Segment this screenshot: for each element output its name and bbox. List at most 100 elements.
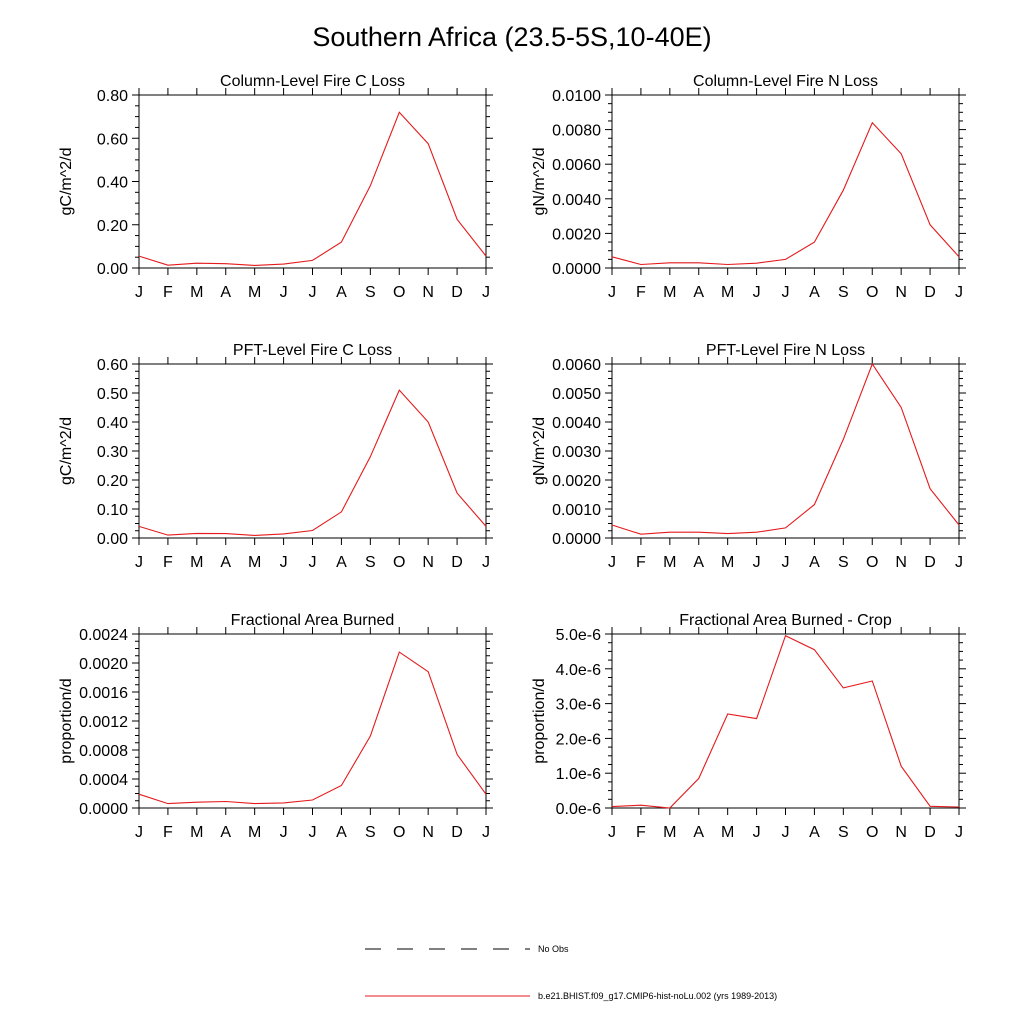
x-tick-label: M: [248, 284, 261, 301]
y-tick-label: 0.0000: [79, 801, 128, 818]
plot-frame: [138, 363, 487, 539]
x-tick-label: N: [895, 554, 907, 571]
x-tick-label: J: [782, 554, 790, 571]
series-line-1: [611, 121, 960, 266]
series-line-1: [611, 362, 960, 535]
y-tick-label: 0.0020: [79, 656, 128, 673]
x-tick-label: N: [895, 284, 907, 301]
y-tick-label: 0.0004: [79, 772, 128, 789]
y-tick-label: 2.0e-6: [556, 731, 601, 748]
y-tick-label: 4.0e-6: [556, 662, 601, 679]
plot-frame: [611, 94, 960, 269]
x-tick-label: O: [393, 824, 405, 841]
x-tick-label: D: [924, 284, 936, 301]
y-tick-label: 0.20: [97, 473, 128, 490]
x-tick-label: J: [782, 824, 790, 841]
y-tick-label: 0.0020: [552, 226, 601, 243]
x-tick-label: J: [608, 284, 616, 301]
panel-title: Fractional Area Burned - Crop: [679, 612, 892, 629]
y-tick-label: 0.00: [97, 531, 128, 548]
x-tick-label: J: [309, 824, 317, 841]
legend-label-no-obs: No Obs: [538, 944, 569, 954]
x-tick-label: F: [163, 554, 173, 571]
x-tick-label: J: [608, 824, 616, 841]
x-tick-label: F: [636, 284, 646, 301]
x-tick-label: M: [721, 824, 734, 841]
chart-panel-1: J F M A M J J A S O N D J0.000.200.400.600.80Column-…: [58, 73, 493, 301]
y-tick-label: 1.0e-6: [556, 766, 601, 783]
y-tick-label: 0.0060: [552, 157, 601, 174]
x-tick-label: J: [280, 554, 288, 571]
x-tick-label: J: [280, 284, 288, 301]
x-tick-label: A: [220, 554, 231, 571]
x-tick-label: F: [163, 824, 173, 841]
x-tick-label: D: [924, 824, 936, 841]
x-tick-label: J: [135, 554, 143, 571]
y-tick-label: 0.0030: [552, 444, 601, 461]
x-tick-label: S: [365, 284, 376, 301]
x-tick-label: D: [451, 824, 463, 841]
x-tick-label: M: [663, 824, 676, 841]
y-tick-label: 0.0012: [79, 714, 128, 731]
y-tick-label: 3.0e-6: [556, 697, 601, 714]
x-tick-label: M: [248, 824, 261, 841]
y-tick-label: 0.10: [97, 502, 128, 519]
x-tick-label: M: [190, 284, 203, 301]
x-tick-label: S: [838, 284, 849, 301]
x-tick-label: A: [336, 824, 347, 841]
chart-panel-6: J F M A M J J A S O N D J0.0e-61.0e-62.0e-63.0e-64.0…: [531, 612, 966, 841]
y-tick-label: 5.0e-6: [556, 627, 601, 644]
x-tick-label: O: [866, 554, 878, 571]
y-tick-label: 0.60: [97, 131, 128, 148]
x-tick-label: M: [721, 284, 734, 301]
x-tick-label: M: [663, 554, 676, 571]
x-tick-label: A: [220, 284, 231, 301]
x-tick-label: J: [753, 284, 761, 301]
x-tick-label: O: [393, 554, 405, 571]
y-tick-label: 0.0016: [79, 685, 128, 702]
chart-panel-4: J F M A M J J A S O N D J0.00000.00100.00200.00300.0…: [531, 342, 966, 571]
x-tick-label: S: [838, 824, 849, 841]
x-tick-label: S: [365, 824, 376, 841]
x-tick-label: N: [895, 824, 907, 841]
x-tick-label: J: [955, 554, 963, 571]
legend-label-model: b.e21.BHIST.f09_g17.CMIP6-hist-noLu.002 …: [538, 991, 777, 1001]
x-tick-label: A: [693, 824, 704, 841]
y-axis-label: gC/m^2/d: [58, 417, 75, 485]
y-tick-label: 0.0080: [552, 123, 601, 140]
x-tick-label: N: [422, 554, 434, 571]
series-line-1: [138, 651, 487, 805]
x-tick-label: O: [866, 824, 878, 841]
x-tick-label: J: [482, 824, 490, 841]
series-line-1: [138, 389, 487, 536]
y-tick-label: 0.0040: [552, 415, 601, 432]
x-tick-label: N: [422, 824, 434, 841]
x-tick-label: J: [608, 554, 616, 571]
y-tick-label: 0.0020: [552, 473, 601, 490]
x-tick-label: A: [693, 554, 704, 571]
plot-frame: [611, 633, 960, 809]
y-tick-label: 0.0008: [79, 743, 128, 760]
x-tick-label: M: [190, 824, 203, 841]
panel-title: Fractional Area Burned: [231, 612, 395, 629]
x-tick-label: N: [422, 284, 434, 301]
y-axis-label: gN/m^2/d: [531, 417, 548, 485]
x-tick-label: S: [365, 554, 376, 571]
x-tick-label: A: [336, 284, 347, 301]
x-tick-label: J: [482, 284, 490, 301]
y-tick-label: 0.40: [97, 415, 128, 432]
x-tick-label: J: [135, 284, 143, 301]
x-tick-label: M: [190, 554, 203, 571]
series-line-1: [611, 634, 960, 809]
x-tick-label: A: [693, 284, 704, 301]
y-tick-label: 0.40: [97, 175, 128, 192]
panel-title: Column-Level Fire C Loss: [220, 73, 405, 90]
x-tick-label: J: [782, 284, 790, 301]
x-tick-label: F: [636, 824, 646, 841]
chart-panel-3: J F M A M J J A S O N D J0.000.100.200.300.400.500.6…: [58, 342, 493, 571]
plot-frame: [611, 363, 960, 539]
y-tick-label: 0.0000: [552, 531, 601, 548]
plot-frame: [138, 633, 487, 809]
y-tick-label: 0.0040: [552, 192, 601, 209]
x-tick-label: A: [809, 284, 820, 301]
